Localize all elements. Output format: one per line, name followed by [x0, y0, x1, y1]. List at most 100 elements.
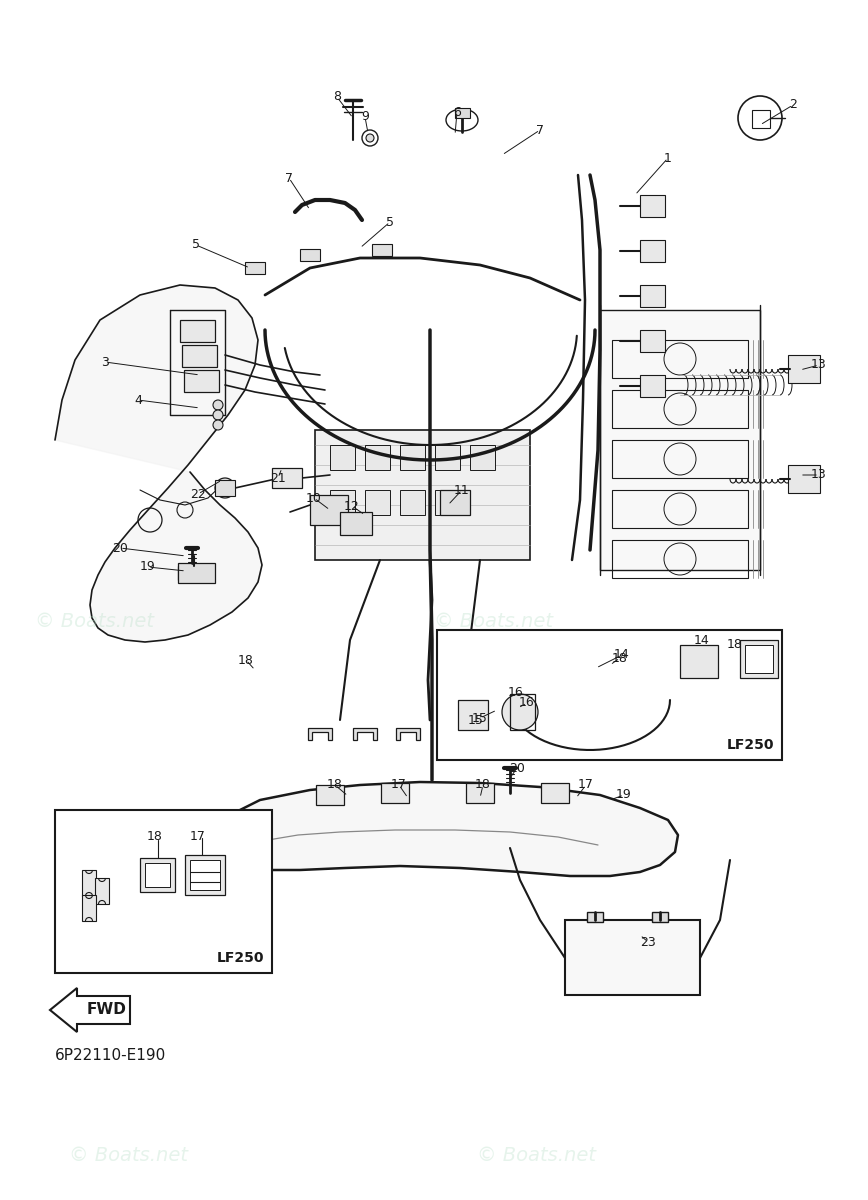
Bar: [652, 912, 668, 922]
Bar: [330, 490, 355, 515]
Text: 21: 21: [270, 472, 286, 485]
Bar: [510, 694, 535, 730]
Text: 13: 13: [811, 468, 827, 481]
Text: 19: 19: [616, 788, 632, 802]
Text: 18: 18: [238, 654, 254, 666]
Text: 5: 5: [192, 239, 200, 252]
Bar: [185, 854, 225, 895]
Text: 18: 18: [327, 779, 343, 792]
Bar: [612, 540, 748, 578]
Text: 15: 15: [472, 712, 488, 725]
Bar: [215, 480, 235, 496]
Bar: [565, 920, 700, 995]
Bar: [600, 310, 760, 570]
Text: 6P22110-E190: 6P22110-E190: [55, 1048, 167, 1063]
Text: 16: 16: [519, 696, 535, 709]
Bar: [184, 370, 219, 392]
Bar: [612, 490, 748, 528]
Bar: [245, 262, 265, 274]
Text: 19: 19: [140, 560, 156, 574]
Bar: [437, 630, 782, 760]
Polygon shape: [50, 988, 130, 1032]
Text: 20: 20: [509, 762, 525, 774]
Bar: [435, 490, 460, 515]
Bar: [640, 330, 665, 352]
Text: 18: 18: [475, 779, 491, 792]
Text: 23: 23: [640, 936, 656, 948]
Bar: [400, 445, 425, 470]
Circle shape: [213, 410, 223, 420]
Bar: [612, 390, 748, 428]
Bar: [82, 895, 96, 922]
Bar: [82, 870, 96, 896]
Text: FWD: FWD: [87, 1002, 127, 1018]
Bar: [315, 430, 530, 560]
Bar: [788, 355, 820, 383]
Bar: [541, 782, 569, 803]
Text: LF250: LF250: [727, 738, 774, 752]
Bar: [745, 646, 773, 673]
Polygon shape: [396, 728, 420, 740]
Bar: [458, 700, 488, 730]
Text: © Boats.net: © Boats.net: [35, 612, 154, 631]
Bar: [788, 464, 820, 493]
Text: 4: 4: [134, 394, 142, 407]
Text: 18: 18: [727, 638, 743, 652]
Bar: [640, 194, 665, 217]
Circle shape: [213, 400, 223, 410]
Bar: [55, 810, 272, 973]
Bar: [365, 490, 390, 515]
Polygon shape: [353, 728, 377, 740]
Bar: [470, 445, 495, 470]
Circle shape: [366, 134, 374, 142]
Bar: [310, 494, 348, 526]
Text: 16: 16: [508, 685, 524, 698]
Bar: [400, 490, 425, 515]
Text: 22: 22: [190, 487, 206, 500]
Text: © Boats.net: © Boats.net: [434, 612, 553, 631]
Bar: [272, 468, 302, 488]
Text: 18: 18: [147, 830, 163, 844]
Text: 6: 6: [453, 106, 461, 119]
Bar: [680, 646, 718, 678]
Bar: [145, 863, 170, 887]
Text: 8: 8: [333, 90, 341, 103]
Bar: [587, 912, 603, 922]
Bar: [178, 563, 215, 583]
Text: 17: 17: [578, 779, 594, 792]
Bar: [612, 440, 748, 478]
Text: 15: 15: [468, 714, 484, 726]
Text: 18: 18: [612, 652, 628, 665]
Bar: [95, 878, 109, 904]
Text: 7: 7: [285, 172, 293, 185]
Bar: [752, 110, 770, 128]
Bar: [455, 108, 470, 118]
Bar: [316, 785, 344, 805]
Bar: [180, 320, 215, 342]
Bar: [612, 340, 748, 378]
Text: 14: 14: [615, 648, 630, 661]
Bar: [466, 782, 494, 803]
Bar: [372, 244, 392, 256]
Text: 17: 17: [391, 779, 407, 792]
Bar: [330, 445, 355, 470]
Text: 20: 20: [112, 541, 128, 554]
Bar: [640, 240, 665, 262]
Circle shape: [215, 478, 235, 498]
Bar: [640, 374, 665, 397]
Text: 10: 10: [306, 492, 322, 504]
Bar: [190, 860, 220, 890]
Bar: [365, 445, 390, 470]
Bar: [440, 490, 470, 515]
Bar: [140, 858, 175, 892]
Bar: [740, 640, 778, 678]
Text: 1: 1: [664, 151, 672, 164]
Circle shape: [502, 694, 538, 730]
Polygon shape: [55, 284, 262, 642]
Polygon shape: [308, 728, 332, 740]
Text: 3: 3: [101, 355, 109, 368]
Text: 5: 5: [386, 216, 394, 228]
Text: 13: 13: [811, 359, 827, 372]
Text: © Boats.net: © Boats.net: [69, 1146, 188, 1165]
Text: 12: 12: [344, 499, 360, 512]
